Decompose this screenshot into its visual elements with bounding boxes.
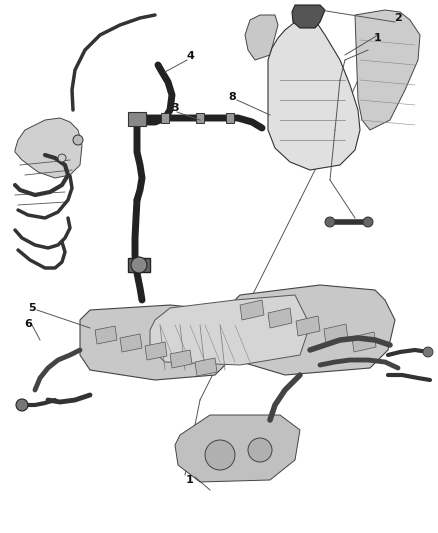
- Polygon shape: [228, 285, 395, 375]
- Circle shape: [58, 154, 66, 162]
- Polygon shape: [95, 326, 117, 344]
- Circle shape: [325, 217, 335, 227]
- Bar: [128, 258, 150, 272]
- Polygon shape: [150, 295, 310, 365]
- Polygon shape: [80, 305, 235, 380]
- Text: 2: 2: [394, 13, 402, 23]
- Polygon shape: [324, 324, 348, 344]
- Polygon shape: [120, 334, 142, 352]
- Bar: [196, 113, 204, 123]
- Polygon shape: [292, 5, 325, 28]
- Polygon shape: [195, 358, 217, 376]
- Text: 6: 6: [24, 319, 32, 329]
- Bar: [128, 112, 146, 126]
- Polygon shape: [175, 415, 300, 482]
- Polygon shape: [15, 118, 82, 178]
- Polygon shape: [240, 300, 264, 320]
- Polygon shape: [170, 350, 192, 368]
- Polygon shape: [268, 308, 292, 328]
- Text: 8: 8: [228, 92, 236, 102]
- Circle shape: [363, 217, 373, 227]
- Circle shape: [73, 135, 83, 145]
- Circle shape: [131, 257, 147, 273]
- Polygon shape: [145, 342, 167, 360]
- Circle shape: [423, 347, 433, 357]
- Circle shape: [16, 399, 28, 411]
- Polygon shape: [296, 316, 320, 336]
- Polygon shape: [245, 15, 278, 60]
- Bar: [226, 113, 234, 123]
- Text: 1: 1: [186, 475, 194, 485]
- Bar: [161, 113, 169, 123]
- Polygon shape: [352, 332, 376, 352]
- Polygon shape: [355, 10, 420, 130]
- Text: 5: 5: [28, 303, 36, 313]
- Text: 4: 4: [186, 51, 194, 61]
- Polygon shape: [268, 8, 360, 170]
- Text: 1: 1: [374, 33, 382, 43]
- Text: 3: 3: [171, 103, 179, 113]
- Circle shape: [248, 438, 272, 462]
- Circle shape: [205, 440, 235, 470]
